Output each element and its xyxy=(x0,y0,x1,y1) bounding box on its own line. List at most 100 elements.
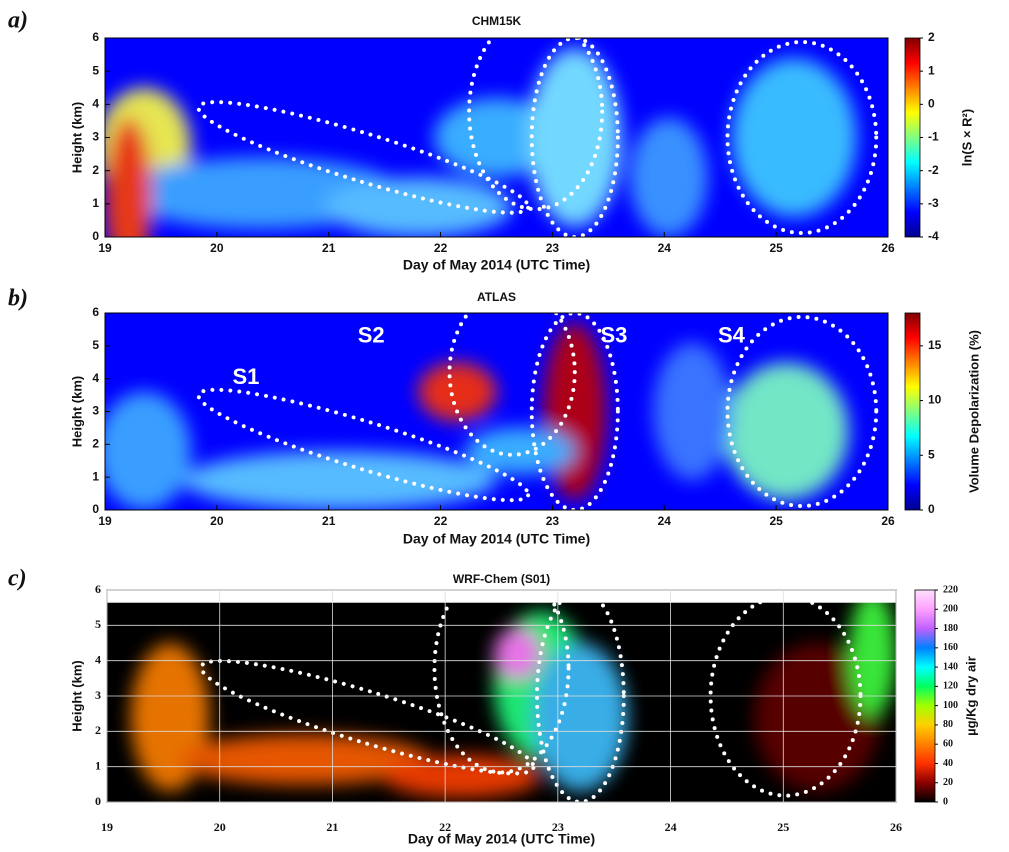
highlight-ring xyxy=(467,38,605,212)
colorbar-tick-label: -3 xyxy=(928,196,939,210)
heatmap-blob xyxy=(731,57,857,218)
x-tick-label: 21 xyxy=(322,241,336,255)
y-tick-label: 0 xyxy=(92,229,99,243)
y-tick-label: 2 xyxy=(92,437,99,451)
chart-title: WRF-Chem (S01) xyxy=(453,572,550,586)
colorbar-tick-label: 160 xyxy=(943,642,958,653)
x-tick-label: 26 xyxy=(881,514,895,528)
y-tick-label: 4 xyxy=(92,371,99,385)
y-tick-label: 4 xyxy=(92,97,99,111)
colorbar-tick-label: -2 xyxy=(928,163,939,177)
x-tick-label: 25 xyxy=(777,820,789,834)
colorbar-tick-label: 100 xyxy=(943,700,958,711)
colorbar-tick-label: 0 xyxy=(928,97,935,111)
y-axis-label: Height (km) xyxy=(69,660,84,732)
highlight-ring xyxy=(432,590,571,775)
heatmap-blob xyxy=(465,427,575,475)
colorbar xyxy=(904,312,921,511)
y-tick-label: 4 xyxy=(95,652,101,666)
colorbar-tick-label: 200 xyxy=(943,604,958,615)
colorbar-tick-label: 2 xyxy=(928,30,935,44)
colorbar-tick-label: 15 xyxy=(928,338,942,352)
y-tick-label: 2 xyxy=(95,723,101,737)
panel-label: c) xyxy=(8,566,27,592)
y-tick-label: 0 xyxy=(92,502,99,516)
heatmap-blob xyxy=(629,117,708,237)
colorbar-label: ln(S × R²) xyxy=(959,109,974,166)
heatmap-blob xyxy=(753,643,881,792)
y-tick-label: 1 xyxy=(95,758,101,772)
highlight-ring xyxy=(196,387,531,503)
colorbar-tick-label: 60 xyxy=(943,738,953,749)
highlight-ring xyxy=(199,658,536,776)
y-tick-label: 6 xyxy=(92,30,99,44)
x-tick-label: 23 xyxy=(546,514,560,528)
x-tick-label: 20 xyxy=(210,514,224,528)
panel-label: a) xyxy=(8,8,28,34)
x-tick-label: 24 xyxy=(658,514,672,528)
highlight-ring xyxy=(529,38,620,237)
x-tick-label: 22 xyxy=(434,241,448,255)
annotation: S1 xyxy=(232,364,259,389)
chart-title: CHM15K xyxy=(472,14,522,28)
heatmap-blob xyxy=(433,97,560,178)
y-tick-label: 5 xyxy=(95,617,101,631)
annotation: S2 xyxy=(358,322,385,347)
x-tick-label: 25 xyxy=(769,241,783,255)
y-axis-label: Height (km) xyxy=(69,376,84,448)
x-tick-label: 21 xyxy=(326,820,338,834)
colorbar-tick-label: -4 xyxy=(928,229,939,243)
heatmap-blobs xyxy=(105,322,849,510)
sky-mask xyxy=(107,590,896,603)
y-tick-label: 3 xyxy=(92,404,99,418)
x-tick-label: 24 xyxy=(658,241,672,255)
y-tick-label: 3 xyxy=(95,688,101,702)
colorbar-tick-label: 80 xyxy=(943,719,953,730)
heatmap-blob xyxy=(723,362,849,501)
x-tick-label: 25 xyxy=(769,514,783,528)
heatmap-blob xyxy=(527,47,622,228)
heatmap-blob xyxy=(533,643,628,792)
panel-label: b) xyxy=(8,286,28,312)
colorbar xyxy=(904,37,921,238)
x-tick-label: 22 xyxy=(434,514,448,528)
heatmap-blob xyxy=(653,342,732,481)
colorbar-tick-label: -1 xyxy=(928,130,939,144)
x-tick-label: 20 xyxy=(210,241,224,255)
y-tick-label: 3 xyxy=(92,130,99,144)
x-tick-label: 22 xyxy=(439,820,451,834)
colorbar-label: µg/Kg dry air xyxy=(963,656,978,736)
highlight-ring xyxy=(529,313,620,510)
colorbar-tick-label: 120 xyxy=(943,681,958,692)
colorbar xyxy=(914,589,936,803)
colorbar-tick-label: 5 xyxy=(928,447,935,461)
x-axis-label: Day of May 2014 (UTC Time) xyxy=(403,257,590,273)
x-tick-label: 24 xyxy=(665,820,677,834)
x-tick-label: 19 xyxy=(101,820,113,834)
y-tick-label: 1 xyxy=(92,469,99,483)
heatmap-blob xyxy=(105,391,192,510)
colorbar-tick-label: 180 xyxy=(943,623,958,634)
heatmap xyxy=(105,313,888,510)
y-tick-label: 0 xyxy=(95,794,101,808)
annotation: S4 xyxy=(718,322,746,347)
y-tick-label: 2 xyxy=(92,163,99,177)
x-tick-label: 20 xyxy=(214,820,226,834)
heatmap-blob xyxy=(383,755,541,798)
heatmap-blob xyxy=(493,628,541,680)
colorbar-tick-label: 0 xyxy=(928,502,935,516)
highlight-ring xyxy=(447,313,577,457)
x-axis-label: Day of May 2014 (UTC Time) xyxy=(408,831,595,847)
colorbar-tick-label: 140 xyxy=(943,661,958,672)
heatmap-blob xyxy=(418,362,497,422)
heatmap-blobs xyxy=(130,590,896,798)
heatmap-blob xyxy=(105,117,152,237)
highlight-ring xyxy=(196,100,531,215)
y-tick-label: 5 xyxy=(92,338,99,352)
highlight-ring xyxy=(725,314,879,509)
colorbar-label: Volume Depolarization (%) xyxy=(966,330,981,493)
heatmap-blob xyxy=(543,322,607,501)
x-tick-label: 26 xyxy=(890,820,902,834)
x-tick-label: 19 xyxy=(98,514,112,528)
colorbar-tick-label: 220 xyxy=(943,584,958,595)
